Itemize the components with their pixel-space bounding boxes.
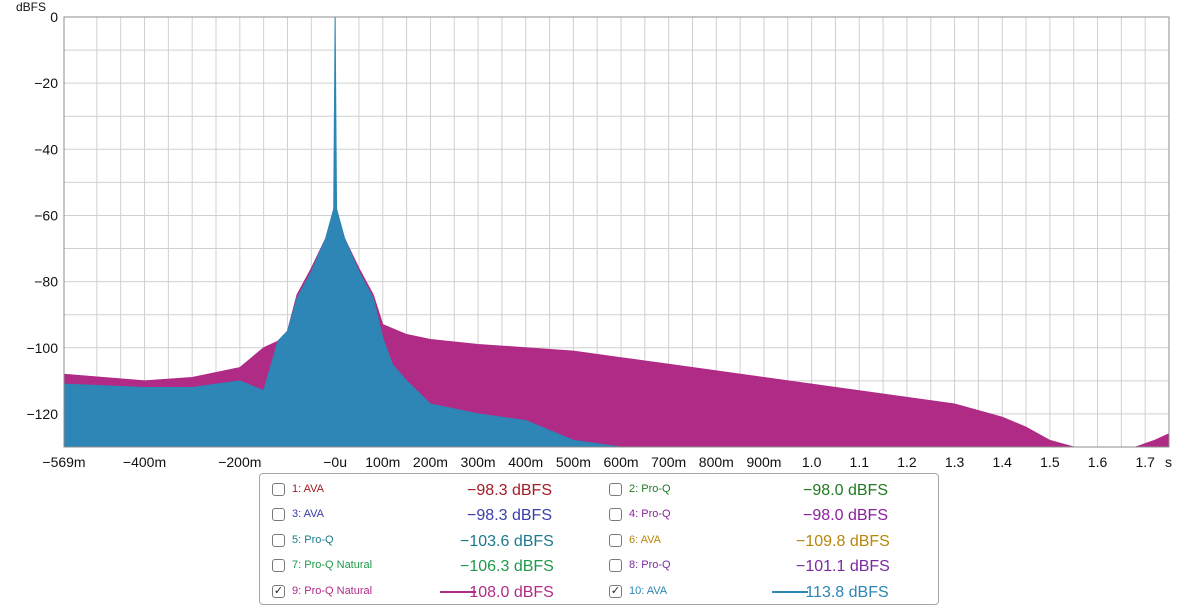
checkbox-8[interactable] <box>609 558 622 572</box>
x-tick-label: 900m <box>746 454 781 470</box>
legend-label-8: 8: Pro-Q <box>629 559 671 571</box>
x-tick-label: 1.6 <box>1088 454 1108 470</box>
checkbox-10[interactable]: ✓ <box>609 584 622 598</box>
legend-label-10: 10: AVA <box>629 585 668 597</box>
legend-item-5[interactable]: 5: Pro-Q <box>272 529 334 551</box>
legend-value-10: −113.8 dBFS <box>796 584 889 601</box>
legend-panel: 1: AVA −98.3 dBFS 2: Pro-Q −98.0 dBFS 3:… <box>259 473 939 605</box>
x-tick-label: 600m <box>604 454 639 470</box>
checkbox-3[interactable] <box>272 507 285 521</box>
y-tick-label: −100 <box>26 340 58 356</box>
x-axis-ticks: −569m −400m −200m −0u 100m 200m 300m 400m 500m 60… <box>42 454 1155 470</box>
checkbox-4[interactable] <box>609 507 622 521</box>
x-tick-label: −569m <box>42 454 85 470</box>
legend-item-2[interactable]: 2: Pro-Q <box>609 478 671 500</box>
x-axis-unit-label: s <box>1165 454 1172 470</box>
x-tick-label: 1.1 <box>850 454 870 470</box>
x-tick-label: 400m <box>508 454 543 470</box>
x-tick-label: −400m <box>123 454 166 470</box>
y-tick-label: −40 <box>34 141 58 157</box>
legend-label-9: 9: Pro-Q Natural <box>292 585 373 597</box>
legend-label-5: 5: Pro-Q <box>292 534 334 546</box>
series-layer <box>63 16 1170 448</box>
x-tick-label: 100m <box>365 454 400 470</box>
x-tick-label: 1.2 <box>897 454 917 470</box>
checkbox-6[interactable] <box>609 533 622 547</box>
y-tick-label: −20 <box>34 75 58 91</box>
legend-value-8: −101.1 dBFS <box>796 558 890 575</box>
x-tick-label: −0u <box>323 454 347 470</box>
legend-item-4[interactable]: 4: Pro-Q <box>609 503 671 525</box>
x-tick-label: 700m <box>651 454 686 470</box>
x-tick-label: 500m <box>556 454 591 470</box>
checkbox-2[interactable] <box>609 482 622 496</box>
legend-value-6: −109.8 dBFS <box>796 533 890 550</box>
legend-swatch-9 <box>440 591 476 593</box>
checkbox-5[interactable] <box>272 533 285 547</box>
legend-item-8[interactable]: 8: Pro-Q <box>609 554 671 576</box>
x-tick-label: 1.3 <box>945 454 965 470</box>
x-tick-label: 1.0 <box>802 454 822 470</box>
x-tick-label: 1.7 <box>1135 454 1155 470</box>
legend-value-7: −106.3 dBFS <box>460 558 554 575</box>
y-tick-label: −60 <box>34 207 58 223</box>
legend-item-7[interactable]: 7: Pro-Q Natural <box>272 554 372 576</box>
legend-label-3: 3: AVA <box>292 508 325 520</box>
x-tick-label: 200m <box>413 454 448 470</box>
legend-label-7: 7: Pro-Q Natural <box>292 559 373 571</box>
legend-item-9[interactable]: ✓ 9: Pro-Q Natural <box>272 580 372 602</box>
checkbox-9[interactable]: ✓ <box>272 584 285 598</box>
legend-value-9: −108.0 dBFS <box>460 584 554 601</box>
x-tick-label: 1.4 <box>992 454 1012 470</box>
y-axis-ticks: 0 −20 −40 −60 −80 −100 −120 <box>26 9 58 422</box>
legend-value-5: −103.6 dBFS <box>460 533 554 550</box>
legend-label-4: 4: Pro-Q <box>629 508 671 520</box>
checkbox-7[interactable] <box>272 558 285 572</box>
legend-label-2: 2: Pro-Q <box>629 483 671 495</box>
x-tick-label: 800m <box>699 454 734 470</box>
legend-item-6[interactable]: 6: AVA <box>609 529 661 551</box>
x-tick-label: −200m <box>218 454 261 470</box>
y-tick-label: −80 <box>34 274 58 290</box>
legend-label-1: 1: AVA <box>292 483 325 495</box>
legend-value-1: −98.3 dBFS <box>467 482 552 499</box>
y-axis-unit-label: dBFS <box>16 0 46 14</box>
checkbox-1[interactable] <box>272 482 285 496</box>
y-tick-label: 0 <box>50 9 58 25</box>
x-tick-label: 1.5 <box>1040 454 1060 470</box>
legend-value-2: −98.0 dBFS <box>803 482 888 499</box>
y-tick-label: −120 <box>26 406 58 422</box>
legend-item-3[interactable]: 3: AVA <box>272 503 324 525</box>
legend-label-6: 6: AVA <box>629 534 662 546</box>
legend-value-4: −98.0 dBFS <box>803 507 888 524</box>
legend-item-10[interactable]: ✓ 10: AVA <box>609 580 667 602</box>
impulse-response-chart: 0 −20 −40 −60 −80 −100 −120 −569m −400m −200m −0u… <box>16 0 1172 470</box>
x-tick-label: 300m <box>461 454 496 470</box>
legend-swatch-10 <box>772 591 808 593</box>
plot-frame <box>63 16 1170 448</box>
legend-item-1[interactable]: 1: AVA <box>272 478 324 500</box>
legend-value-3: −98.3 dBFS <box>467 507 552 524</box>
